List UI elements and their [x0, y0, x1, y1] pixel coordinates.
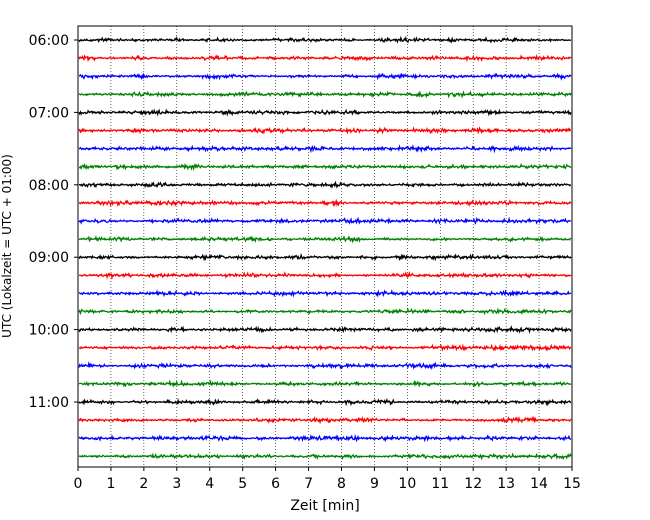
trace-0615	[78, 54, 572, 63]
x-axis: 0 1 2 3 4 5 6 7 8 9 10 11 12 13 14 15	[74, 467, 581, 492]
trace-0630	[78, 72, 572, 81]
trace-0730	[78, 144, 572, 154]
x-tick-label: 14	[530, 476, 548, 492]
y-axis: 06:00 07:00 08:00 09:00 10:00 11:00	[29, 33, 78, 411]
x-tick-label: 1	[106, 476, 115, 492]
trace-1015	[78, 343, 572, 352]
y-tick-label: 09:00	[29, 250, 69, 266]
x-tick-label: 7	[304, 476, 313, 492]
trace-0645	[78, 90, 572, 99]
trace-0800	[78, 180, 571, 189]
y-tick-label: 08:00	[29, 178, 69, 194]
x-tick-label: 9	[370, 476, 379, 492]
x-tick-label: 5	[238, 476, 247, 492]
y-axis-title: UTC (Lokalzeit = UTC + 01:00)	[0, 154, 14, 338]
trace-0930	[78, 289, 572, 298]
trace-1030	[78, 361, 572, 371]
trace-0915	[78, 270, 572, 281]
plot-frame	[77, 25, 573, 468]
trace-0830	[78, 216, 572, 225]
x-tick-label: 15	[563, 476, 581, 492]
x-tick-label: 12	[464, 476, 482, 492]
trace-1000	[78, 324, 572, 334]
x-axis-title: Zeit [min]	[290, 498, 359, 514]
trace-1145	[78, 452, 572, 461]
trace-0700	[78, 108, 572, 117]
trace-0845	[78, 235, 572, 244]
x-tick-label: 2	[139, 476, 148, 492]
trace-0815	[78, 198, 572, 208]
y-tick-label: 07:00	[29, 105, 69, 121]
x-tick-label: 13	[497, 476, 515, 492]
x-tick-label: 3	[172, 476, 181, 492]
trace-0945	[78, 307, 572, 316]
x-tick-label: 0	[74, 476, 83, 492]
x-tick-label: 11	[431, 476, 449, 492]
trace-0745	[78, 162, 572, 172]
x-tick-label: 10	[398, 476, 416, 492]
x-tick-label: 6	[271, 476, 280, 492]
trace-1115	[78, 415, 572, 425]
y-tick-label: 11:00	[29, 395, 69, 411]
trace-0900	[78, 252, 572, 262]
y-tick-label: 06:00	[29, 33, 69, 49]
trace-0715	[78, 126, 572, 135]
x-tick-label: 4	[205, 476, 214, 492]
trace-1100	[78, 397, 572, 407]
trace-0600	[78, 35, 572, 44]
y-tick-label: 10:00	[29, 323, 69, 339]
trace-1045	[78, 379, 572, 388]
traces	[78, 35, 572, 461]
x-tick-label: 8	[337, 476, 346, 492]
trace-1130	[78, 433, 572, 443]
